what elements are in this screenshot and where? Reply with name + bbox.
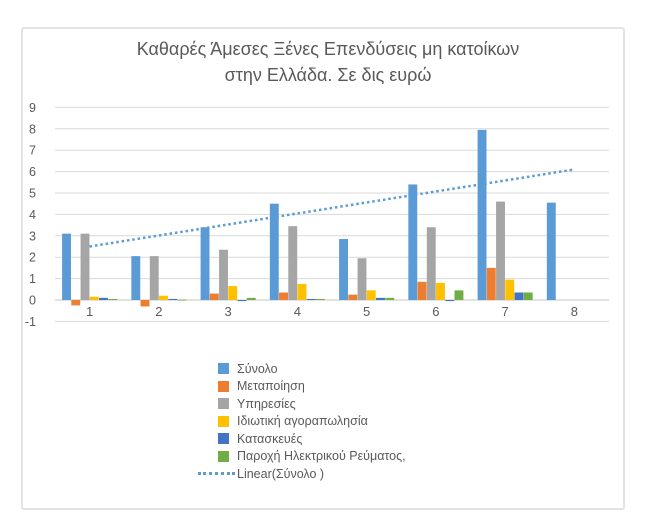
legend-swatch-icon [218,433,229,445]
bar-παροχή-ηλεκτρικού-ρεύματος--cat1 [108,298,118,300]
bar-μεταποίηση-cat6 [417,281,427,300]
bar-σύνολο-cat5 [339,239,348,300]
bar-παροχή-ηλεκτρικού-ρεύματος--cat5 [385,297,395,300]
bar-ιδιωτική-αγοραπωλησία-cat7 [505,279,515,300]
legend-swatch-icon [218,398,229,410]
bar-ιδιωτική-αγοραπωλησία-cat4 [297,283,307,300]
bar-ιδιωτική-αγοραπωλησία-cat2 [159,295,168,300]
legend-item-ypiresies: Υπηρεσίες [196,395,406,413]
legend-item-idiotiki-agorapolisia: Ιδιωτική αγοραπωλησία [196,413,406,431]
x-axis-tick-label: 2 [155,304,162,319]
chart-title-line-2: στην Ελλάδα. Σε δις ευρώ [224,65,432,85]
bar-κατασκευές-cat7 [514,292,524,300]
bar-μεταποίηση-cat1 [71,300,81,306]
legend-label: Παροχή Ηλεκτρικού Ρεύματος, [237,449,406,464]
bar-ιδιωτική-αγοραπωλησία-cat3 [228,286,238,300]
bar-παροχή-ηλεκτρικού-ρεύματος--cat4 [316,298,325,300]
legend-item-kataskeves: Κατασκευές [196,430,406,448]
x-axis-tick-label: 8 [571,304,578,319]
legend-label: Ιδιωτική αγοραπωλησία [237,414,368,429]
bar-κατασκευές-cat1 [99,297,108,300]
legend-swatch-icon [218,363,229,375]
bar-σύνολο-cat3 [200,227,210,300]
bar-μεταποίηση-cat5 [348,294,358,300]
x-axis-tick-label: 6 [432,304,439,319]
dotted-trendline-swatch-icon [198,472,235,476]
legend-item-synolo: Σύνολο [196,360,406,378]
bar-σύνολο-cat2 [131,256,141,300]
bar-υπηρεσίες-cat3 [219,249,228,300]
x-axis-tick-label: 1 [86,304,93,319]
linear-trendline [89,168,575,248]
bar-μεταποίηση-cat2 [140,300,150,307]
chart-title: Καθαρές Άμεσες Ξένες Επενδύσεις μη κατοί… [98,36,558,88]
chart-legend: Σύνολο Μεταποίηση Υπηρεσίες Ιδιωτική αγο… [196,360,406,483]
legend-item-parochi-ilektrikou: Παροχή Ηλεκτρικού Ρεύματος, [196,448,406,466]
legend-item-metapoiisi: Μεταποίηση [196,378,406,396]
bar-σύνολο-cat8 [546,202,556,300]
y-axis-tick-label: 0 [29,294,36,308]
bar-υπηρεσίες-cat7 [496,201,505,300]
legend-swatch-icon [218,450,229,462]
y-axis-tick-label: 1 [29,272,36,286]
bar-ιδιωτική-αγοραπωλησία-cat5 [366,290,376,300]
y-axis-tick-label: 6 [29,165,36,179]
bar-κατασκευές-cat4 [306,298,316,300]
bar-σύνολο-cat4 [269,203,279,300]
bar-σύνολο-cat1 [62,233,71,300]
y-axis-tick-label: 2 [29,251,36,265]
bar-υπηρεσίες-cat6 [426,227,436,300]
bar-υπηρεσίες-cat1 [80,233,90,300]
y-axis-tick-label: 3 [29,229,36,243]
y-axis-tick-label: 9 [29,101,36,115]
x-axis-tick-label: 3 [225,304,232,319]
bar-σύνολο-cat7 [477,129,487,300]
x-axis-tick-label: 7 [502,304,509,319]
bar-παροχή-ηλεκτρικού-ρεύματος--cat3 [246,297,256,300]
y-axis-tick-label: 5 [29,187,36,201]
y-axis-tick-label: 4 [29,208,36,222]
legend-swatch-icon [218,380,229,392]
legend-label: Linear(Σύνολο ) [237,466,325,481]
bar-παροχή-ηλεκτρικού-ρεύματος--cat2 [177,299,187,301]
bar-μεταποίηση-cat7 [486,267,496,300]
bar-υπηρεσίες-cat2 [149,256,159,300]
legend-label: Υπηρεσίες [237,396,296,411]
bar-παροχή-ηλεκτρικού-ρεύματος--cat7 [523,292,533,300]
y-axis-tick-label: -1 [25,315,36,329]
bar-μεταποίηση-cat3 [209,293,219,300]
bar-κατασκευές-cat5 [376,297,385,300]
x-axis-tick-label: 4 [294,304,301,319]
bar-παροχή-ηλεκτρικού-ρεύματος--cat6 [454,290,464,300]
bar-σύνολο-cat6 [408,184,418,300]
bar-υπηρεσίες-cat5 [357,258,367,300]
bar-υπηρεσίες-cat4 [288,226,298,300]
bar-κατασκευές-cat2 [168,298,178,300]
legend-label: Σύνολο [237,361,278,376]
legend-item-linear-trendline: Linear(Σύνολο ) [196,465,406,483]
y-axis-tick-label: 7 [29,144,36,158]
legend-label: Κατασκευές [237,431,303,446]
bar-ιδιωτική-αγοραπωλησία-cat6 [436,282,445,300]
x-axis-tick-label: 5 [363,304,370,319]
y-axis-tick-label: 8 [29,122,36,136]
legend-swatch-icon [218,415,229,427]
chart-title-line-1: Καθαρές Άμεσες Ξένες Επενδύσεις μη κατοί… [136,39,520,59]
legend-label: Μεταποίηση [237,379,305,394]
bar-κατασκευές-cat3 [237,300,247,302]
bar-μεταποίηση-cat4 [279,292,288,300]
bar-ιδιωτική-αγοραπωλησία-cat1 [89,296,99,300]
bar-κατασκευές-cat6 [445,300,455,302]
